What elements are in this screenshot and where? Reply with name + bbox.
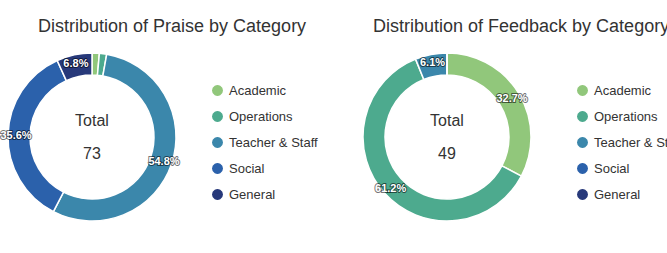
- svg-text:Operations: Operations: [594, 109, 658, 124]
- svg-text:General: General: [594, 187, 640, 202]
- svg-text:61.2%: 61.2%: [375, 182, 406, 194]
- svg-text:32.7%: 32.7%: [496, 92, 527, 104]
- svg-text:Operations: Operations: [229, 109, 293, 124]
- svg-text:Total: Total: [430, 112, 464, 129]
- svg-text:Distribution of Feedback by Ca: Distribution of Feedback by Category: [373, 16, 667, 36]
- svg-text:Academic: Academic: [229, 83, 287, 98]
- svg-text:Teacher & Staff: Teacher & Staff: [229, 135, 318, 150]
- svg-text:Total: Total: [75, 112, 109, 129]
- svg-text:Social: Social: [229, 161, 265, 176]
- svg-text:54.8%: 54.8%: [148, 155, 179, 167]
- svg-text:6.8%: 6.8%: [63, 57, 88, 69]
- svg-text:49: 49: [438, 145, 456, 162]
- svg-text:Social: Social: [594, 161, 630, 176]
- svg-text:Academic: Academic: [594, 83, 652, 98]
- svg-text:Teacher & Staff: Teacher & Staff: [594, 135, 667, 150]
- svg-text:General: General: [229, 187, 275, 202]
- svg-text:6.1%: 6.1%: [420, 56, 445, 68]
- svg-text:Distribution of Praise by Cate: Distribution of Praise by Category: [38, 16, 306, 36]
- svg-text:73: 73: [83, 145, 101, 162]
- svg-text:35.6%: 35.6%: [0, 129, 31, 141]
